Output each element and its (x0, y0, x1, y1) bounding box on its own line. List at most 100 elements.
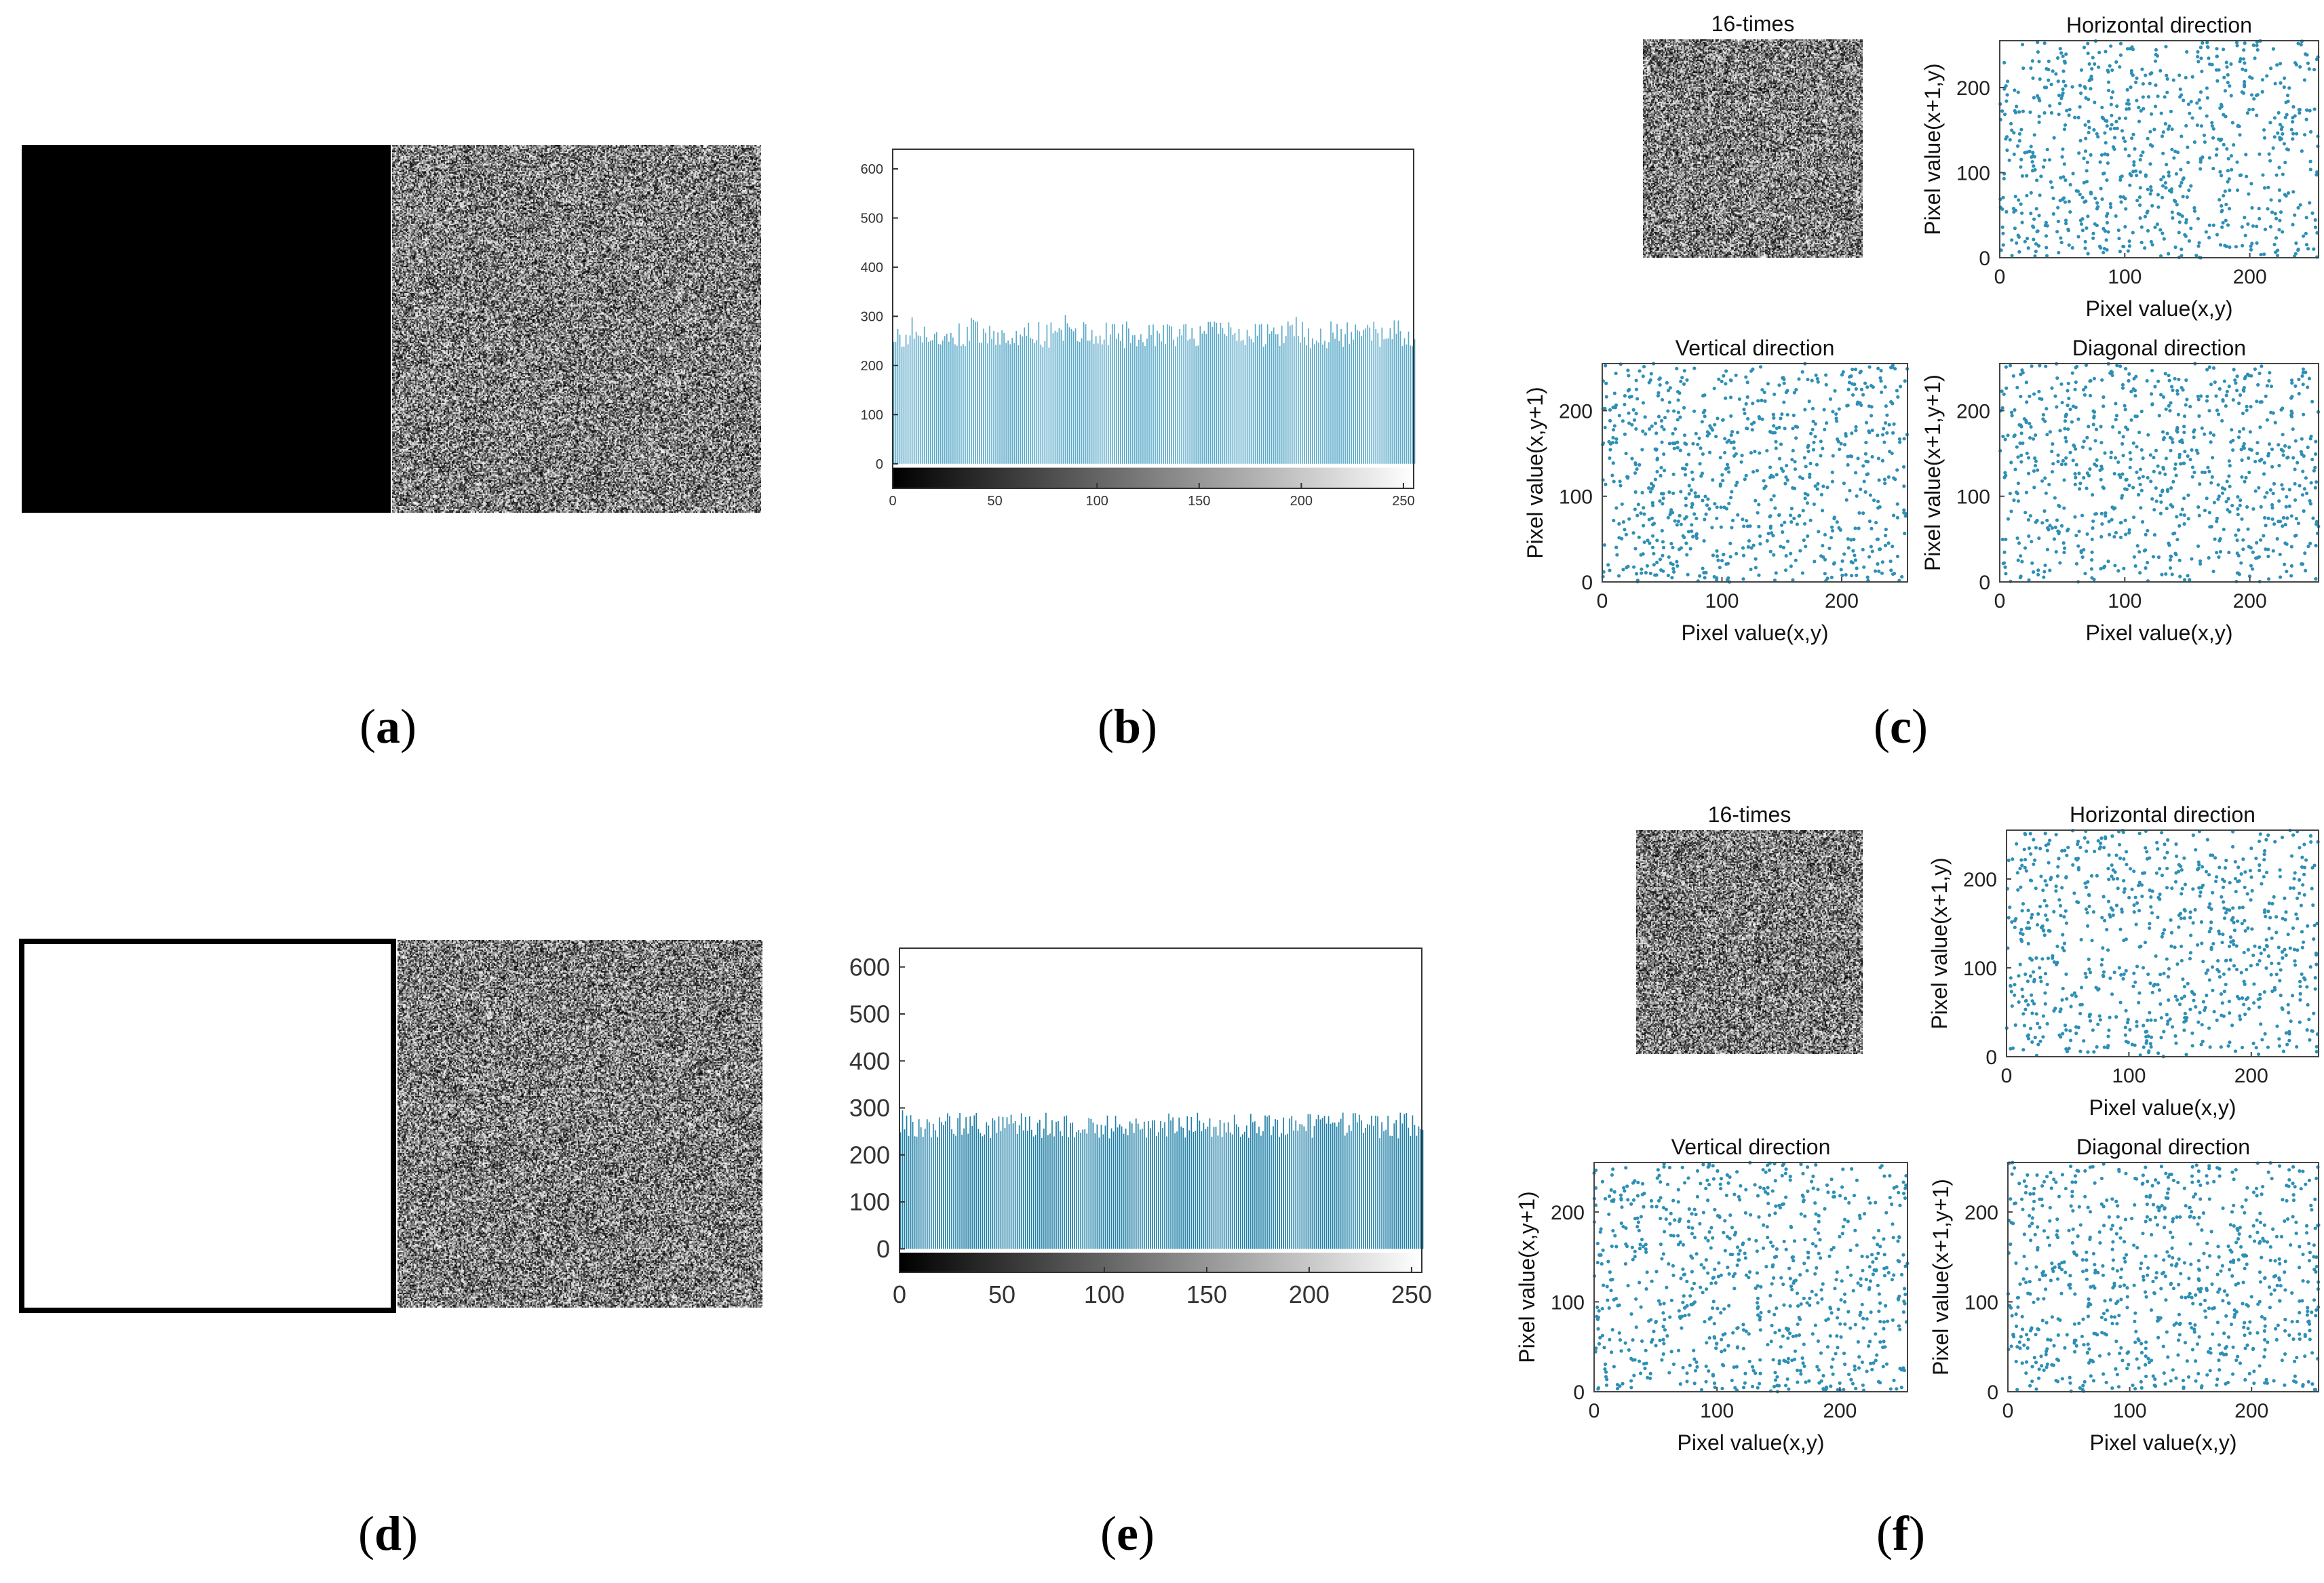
scatter-point (2022, 1232, 2026, 1236)
scatter-point (1760, 417, 1764, 421)
scatter-point (2148, 888, 2152, 893)
scatter-point (2158, 1002, 2163, 1007)
scatter-point (2036, 912, 2040, 916)
scatter-point (1855, 566, 1859, 570)
scatter-point (1620, 1205, 1624, 1209)
scatter-point (2241, 547, 2245, 551)
scatter-point (2242, 1325, 2246, 1329)
scatter-point (2148, 856, 2152, 860)
scatter-point (2298, 65, 2302, 69)
scatter-point (2220, 877, 2225, 882)
histogram-bar (942, 340, 944, 464)
scatter-point (2088, 971, 2093, 975)
scatter-point (2114, 418, 2118, 422)
scatter-point (2171, 1287, 2176, 1291)
scatter-point (2162, 928, 2167, 932)
scatter-point (2061, 986, 2065, 991)
scatter-point (2072, 991, 2077, 995)
scatter-point (2196, 1169, 2201, 1173)
scatter-point (2231, 906, 2235, 910)
scatter-point (2297, 377, 2301, 382)
scatter-point (2150, 368, 2154, 373)
scatter-point (2289, 414, 2294, 418)
scatter-point (1671, 431, 1675, 435)
scatter-point (2298, 1245, 2302, 1249)
scatter-point (1871, 1272, 1875, 1276)
scatter-point (2109, 450, 2114, 454)
histogram-bar (1214, 321, 1216, 464)
scatter-point (1635, 1216, 1640, 1220)
scatter-point (2012, 131, 2016, 135)
scatter-point (2040, 1364, 2044, 1368)
scatter-point (2201, 960, 2205, 964)
scatter-point (2304, 216, 2308, 220)
scatter-point (1797, 514, 1801, 518)
histogram-bar (1209, 321, 1212, 464)
scatter-point (2025, 237, 2030, 241)
histogram-bar (1316, 340, 1317, 464)
scatter-point (1805, 1268, 1809, 1273)
scatter-point (1607, 1306, 1611, 1310)
scatter-point (2200, 470, 2205, 474)
scatter-point (2085, 911, 2089, 915)
scatter-point (2258, 400, 2262, 404)
scatter-point (1640, 1237, 1644, 1242)
scatter-point (2000, 537, 2005, 541)
scatter-point (1876, 456, 1881, 461)
scatter-point (2084, 199, 2088, 203)
scatter-point (2305, 1028, 2309, 1032)
scatter-point (2123, 1025, 2127, 1030)
scatter-point (2168, 1017, 2172, 1021)
scatter-point (1867, 555, 1872, 559)
scatter-point (2250, 927, 2254, 931)
scatter-point (1872, 499, 1876, 503)
scatter-point (1744, 375, 1748, 379)
scatter-point (2161, 488, 2165, 492)
scatter-point (2293, 213, 2297, 217)
scatter-point (1671, 1273, 1676, 1277)
scatter-point (2120, 472, 2125, 476)
scatter-point (1699, 1388, 1704, 1392)
scatter-point (2047, 528, 2051, 532)
scatter-point (2011, 1046, 2015, 1051)
scatter-point (1659, 465, 1663, 470)
scatter-point (2135, 544, 2139, 548)
subplot-title: Diagonal direction (2076, 1135, 2250, 1159)
scatter-point (1682, 1181, 1687, 1185)
scatter-point (2158, 892, 2162, 897)
scatter-point (2245, 892, 2249, 896)
histogram-bar (1152, 1120, 1153, 1249)
histogram-bar (1030, 1129, 1032, 1249)
scatter-point (1717, 377, 1721, 381)
scatter-point (2158, 471, 2162, 475)
scatter-point (2148, 1011, 2152, 1015)
scatter-point (1889, 559, 1893, 564)
scatter-point (1849, 538, 1853, 542)
scatter-point (1615, 1382, 1620, 1387)
scatter-point (2230, 1023, 2234, 1028)
scatter-point (2204, 1315, 2208, 1319)
scatter-point (2312, 923, 2317, 927)
scatter-point (1719, 1311, 1723, 1315)
histogram-bar (973, 319, 974, 464)
scatter-point (2290, 411, 2294, 415)
scatter-point (1766, 1186, 1770, 1190)
histogram-bar (1207, 321, 1209, 464)
correlation-panel-c: 16-times Horizontal direction 0 100 200 0 100 2… (1492, 0, 2324, 665)
histogram-bar (1412, 1115, 1414, 1249)
scatter-point (1602, 1346, 1606, 1350)
scatter-point (2313, 452, 2318, 456)
scatter-point (1614, 440, 1619, 445)
scatter-point (1870, 428, 1874, 433)
histogram-bar (1307, 1114, 1309, 1249)
scatter-point (2087, 967, 2091, 971)
scatter-point (2096, 135, 2100, 139)
scatter-point (2190, 1031, 2194, 1035)
scatter-point (1770, 1189, 1775, 1193)
histogram-bar (1182, 1127, 1184, 1249)
scatter-point (1658, 383, 1662, 387)
histogram-bar (1087, 340, 1089, 464)
scatter-point (2180, 254, 2184, 258)
scatter-point (2002, 112, 2007, 117)
scatter-point (2262, 947, 2266, 952)
